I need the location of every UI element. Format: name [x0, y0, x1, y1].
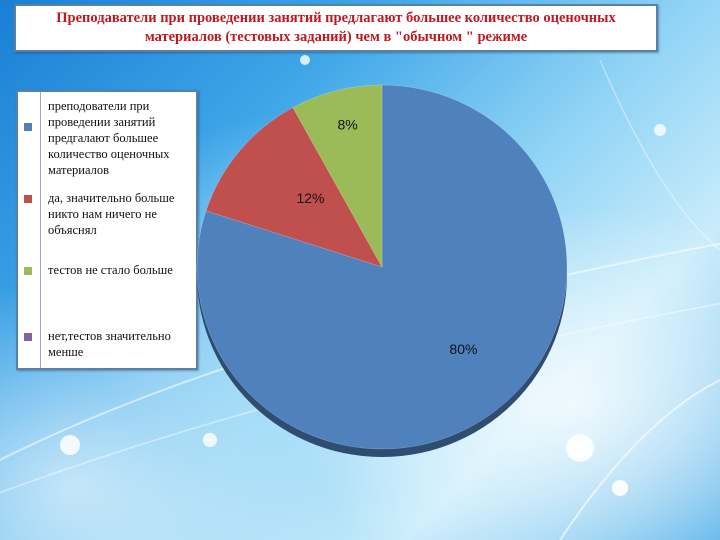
legend-label-4: нет,тестов значительно менше — [48, 329, 171, 359]
data-label-text-1: 80% — [449, 341, 477, 357]
data-label-3: 8% — [337, 116, 357, 132]
legend-swatch-3 — [24, 267, 32, 275]
data-label-text-2: 12% — [296, 190, 324, 206]
chart-title-box: Преподаватели при проведении занятий пре… — [14, 4, 658, 52]
legend-swatch-2 — [24, 195, 32, 203]
chart-legend: преподователи при проведении занятий пре… — [16, 90, 198, 370]
data-label-swatch-1 — [435, 344, 444, 353]
pie-slice-3 — [292, 84, 383, 268]
data-label-text-3: 8% — [337, 116, 357, 132]
legend-label-2: да, значительно больше никто нам ничего … — [48, 191, 175, 237]
legend-label-3: тестов не стало больше — [48, 263, 173, 277]
pie-slice-1 — [196, 84, 568, 450]
legend-label-1: преподователи при проведении занятий пре… — [48, 99, 170, 177]
chart-title: Преподаватели при проведении занятий пре… — [56, 10, 616, 45]
data-label-swatch-2 — [282, 194, 291, 203]
legend-swatch-4 — [24, 333, 32, 341]
data-label-2: 12% — [282, 190, 325, 206]
data-label-1: 80% — [435, 341, 477, 357]
legend-swatch-1 — [24, 123, 32, 131]
pie-slice-2 — [205, 107, 383, 268]
legend-divider — [40, 92, 41, 368]
